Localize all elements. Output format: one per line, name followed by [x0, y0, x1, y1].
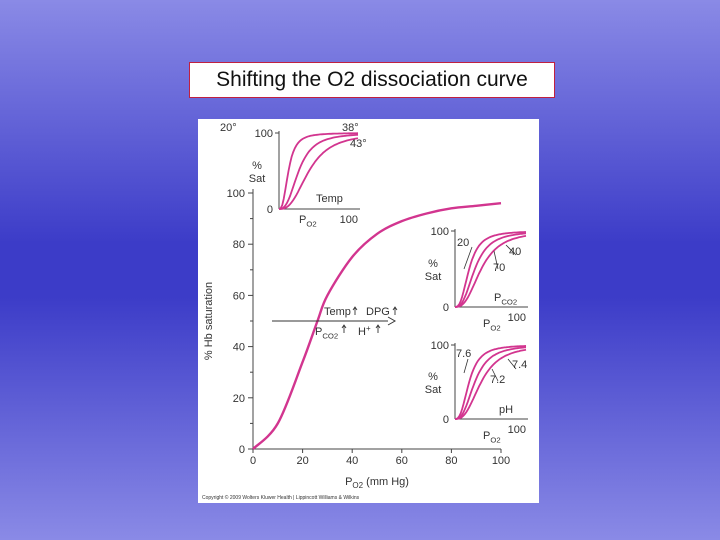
inset-leader-line	[505, 244, 517, 256]
shift-label-h: H+	[358, 324, 371, 338]
inset-x-label-pco2: PO2	[483, 318, 501, 332]
inset-curve-pco2-2	[455, 235, 527, 308]
inset-y-bottom-tick-temp: 0	[267, 204, 273, 216]
y-tick-label: 20	[233, 393, 245, 405]
y-tick-label: 60	[233, 290, 245, 302]
shift-arrow-head	[387, 316, 397, 326]
inset-x-label-ph: PO2	[483, 430, 501, 444]
inset-series-label-ph: 7.6	[456, 348, 471, 360]
slide-title: Shifting the O2 dissociation curve	[189, 62, 555, 98]
shift-label-temp: Temp	[324, 306, 351, 318]
inset-leader-line	[463, 358, 469, 374]
inset-series-label-temp: 20°	[220, 122, 237, 134]
inset-curve-temp-1	[278, 133, 359, 210]
up-arrow-icon	[375, 324, 381, 333]
up-arrow-icon	[352, 306, 358, 315]
inset-leader-line	[507, 358, 517, 370]
inset-y-bottom-tick-ph: 0	[443, 414, 449, 426]
inset-x-right-tick-ph: 100	[508, 424, 526, 436]
inset-y-label-temp: Sat	[249, 173, 266, 185]
inset-series-label-pco2: 70	[493, 262, 505, 274]
inset-x-right-tick-pco2: 100	[508, 312, 526, 324]
inset-parameter-label-ph: pH	[499, 404, 513, 416]
y-tick-label: 40	[233, 342, 245, 354]
inset-y-label-temp: %	[252, 160, 262, 172]
inset-y-label-pco2: %	[428, 258, 438, 270]
chart-figure: 0 20 40 60 80 100 0 20 40 60 80 100 % Hb saturation P…	[198, 119, 539, 503]
inset-y-bottom-tick-pco2: 0	[443, 302, 449, 314]
y-axis-label: % Hb saturation	[203, 282, 215, 360]
inset-curve-temp-2	[279, 137, 359, 210]
inset-series-label-ph: 7.4	[512, 359, 527, 371]
inset-y-label-pco2: Sat	[425, 271, 442, 283]
up-arrow-icon	[392, 306, 398, 315]
inset-x-right-tick-temp: 100	[340, 214, 358, 226]
y-tick-label: 100	[227, 188, 245, 200]
up-arrow-icon	[341, 324, 347, 333]
inset-curve-ph-0	[454, 345, 527, 420]
x-tick-label: 20	[296, 455, 308, 467]
x-axis-label: PO2 (mm Hg)	[345, 476, 409, 490]
y-tick-label: 0	[239, 444, 245, 456]
inset-series-label-temp: 43°	[350, 138, 367, 150]
chart-svg: 0 20 40 60 80 100 0 20 40 60 80 100 % Hb saturation P…	[202, 122, 528, 501]
inset-leader-line	[493, 250, 499, 270]
main-dissociation-curve	[252, 202, 502, 450]
inset-y-top-tick-temp: 100	[255, 128, 273, 140]
inset-y-top-tick-pco2: 100	[431, 226, 449, 238]
x-tick-label: 80	[445, 455, 457, 467]
copyright-text: Copyright © 2009 Wolters Kluwer Health |…	[202, 494, 360, 501]
inset-series-label-temp: 38°	[342, 122, 359, 134]
inset-parameter-label-pco2: PCO2	[494, 292, 517, 306]
inset-y-label-ph: %	[428, 371, 438, 383]
inset-series-label-pco2: 40	[509, 246, 521, 258]
inset-series-label-pco2: 20	[457, 237, 469, 249]
x-tick-label: 100	[492, 455, 510, 467]
shift-label-pco2: PCO2	[315, 326, 338, 340]
inset-y-top-tick-ph: 100	[431, 340, 449, 352]
inset-curve-ph-2	[455, 348, 527, 420]
inset-y-label-ph: Sat	[425, 384, 442, 396]
inset-curve-ph-1	[454, 346, 527, 420]
inset-parameter-label-temp: Temp	[316, 193, 343, 205]
x-tick-label: 0	[250, 455, 256, 467]
inset-x-label-temp: PO2	[299, 214, 317, 228]
inset-leader-line	[491, 368, 499, 382]
inset-curve-temp-0	[278, 132, 359, 210]
inset-leader-line	[463, 246, 473, 270]
inset-curve-pco2-0	[454, 231, 526, 308]
x-tick-label: 40	[346, 455, 358, 467]
y-tick-label: 80	[233, 239, 245, 251]
shift-label-dpg: DPG	[366, 306, 390, 318]
x-tick-label: 60	[396, 455, 408, 467]
inset-curve-pco2-1	[454, 232, 527, 308]
